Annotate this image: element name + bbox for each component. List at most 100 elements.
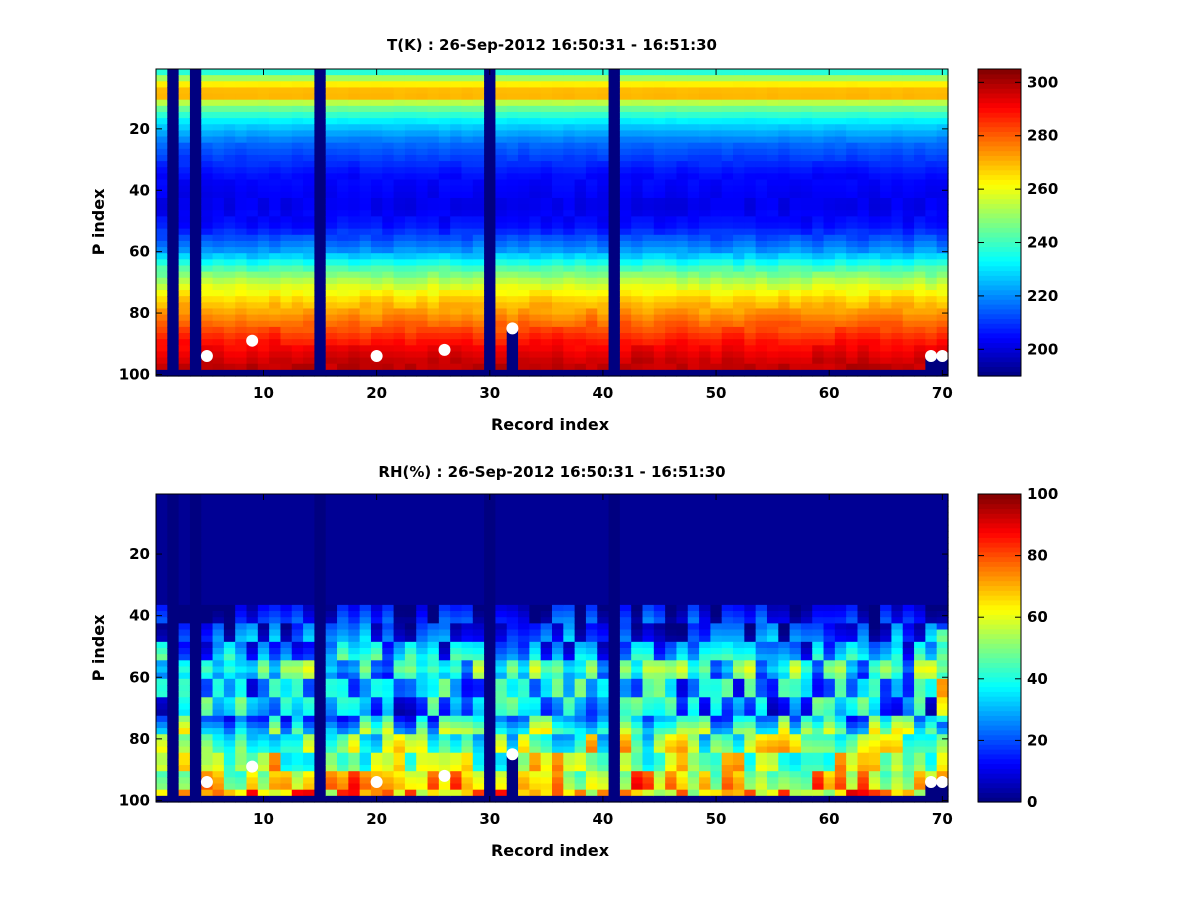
heatmap-cell: [766, 339, 779, 346]
heatmap-cell: [800, 222, 813, 230]
heatmap-cell: [800, 363, 813, 371]
heatmap-cell: [699, 185, 711, 193]
heatmap-cell: [563, 271, 576, 279]
heatmap-cell: [269, 296, 282, 303]
heatmap-cell: [868, 173, 881, 181]
heatmap-cell: [393, 771, 406, 778]
heatmap-cell: [382, 580, 395, 587]
heatmap-cell: [495, 154, 508, 162]
heatmap-cell: [280, 740, 293, 748]
heatmap-cell: [337, 567, 349, 575]
heatmap-cell: [303, 715, 315, 723]
heatmap-cell: [348, 777, 361, 785]
heatmap-cell: [529, 118, 542, 125]
heatmap-cell: [167, 586, 180, 594]
heatmap-cell: [665, 259, 678, 267]
heatmap-cell: [450, 118, 463, 125]
heatmap-cell: [676, 81, 689, 89]
heatmap-cell: [574, 234, 587, 242]
heatmap-cell: [156, 611, 168, 618]
heatmap-cell: [857, 148, 870, 156]
heatmap-cell: [925, 296, 938, 303]
heatmap-cell: [461, 351, 474, 359]
heatmap-cell: [178, 179, 191, 187]
heatmap-cell: [404, 592, 417, 600]
heatmap-cell: [348, 765, 361, 772]
heatmap-cell: [269, 604, 282, 612]
heatmap-cell: [303, 69, 315, 76]
heatmap-cell: [563, 234, 576, 242]
heatmap-cell: [597, 87, 610, 95]
heatmap-cell: [223, 111, 236, 119]
heatmap-cell: [438, 765, 451, 772]
heatmap-cell: [540, 197, 553, 205]
heatmap-cell: [789, 277, 802, 285]
heatmap-cell: [314, 357, 327, 365]
heatmap-cell: [269, 765, 282, 772]
heatmap-cell: [393, 142, 406, 150]
heatmap-cell: [303, 167, 315, 174]
heatmap-cell: [902, 339, 915, 346]
heatmap-cell: [269, 641, 282, 649]
heatmap-cell: [201, 537, 214, 544]
heatmap-cell: [846, 179, 859, 187]
heatmap-cell: [257, 191, 270, 199]
heatmap-cell: [857, 179, 870, 187]
heatmap-cell: [472, 345, 485, 353]
heatmap-cell: [291, 173, 304, 181]
heatmap-cell: [314, 369, 327, 377]
heatmap-cell: [189, 339, 202, 346]
heatmap-cell: [303, 641, 315, 649]
heatmap-cell: [925, 302, 938, 310]
heatmap-cell: [755, 320, 768, 328]
heatmap-cell: [687, 271, 700, 279]
heatmap-cell: [733, 142, 745, 150]
heatmap-cell: [619, 111, 632, 119]
heatmap-cell: [427, 259, 440, 267]
heatmap-cell: [914, 69, 926, 76]
heatmap-cell: [201, 709, 214, 717]
heatmap-cell: [189, 635, 202, 643]
heatmap-cell: [846, 369, 859, 377]
heatmap-cell: [665, 69, 678, 76]
heatmap-cell: [223, 204, 236, 211]
heatmap-cell: [608, 222, 621, 230]
heatmap-cell: [846, 111, 859, 119]
heatmap-cell: [834, 216, 847, 224]
heatmap-cell: [280, 154, 293, 162]
heatmap-cell: [393, 549, 406, 557]
heatmap-cell: [314, 623, 327, 631]
heatmap-cell: [518, 148, 530, 156]
heatmap-cell: [834, 302, 847, 310]
heatmap-cell: [189, 161, 202, 168]
heatmap-cell: [156, 604, 168, 612]
heatmap-cell: [325, 715, 338, 723]
heatmap-cell: [766, 369, 779, 377]
heatmap-cell: [868, 75, 881, 82]
heatmap-cell: [223, 672, 236, 680]
heatmap-cell: [540, 148, 553, 156]
heatmap-cell: [699, 369, 711, 377]
heatmap-cell: [823, 259, 836, 267]
heatmap-cell: [370, 173, 383, 181]
heatmap-cell: [427, 277, 440, 285]
heatmap-cell: [393, 339, 406, 346]
heatmap-cell: [269, 81, 282, 89]
heatmap-cell: [427, 660, 440, 668]
heatmap-cell: [699, 216, 711, 224]
heatmap-cell: [597, 111, 610, 119]
heatmap-cell: [427, 369, 440, 377]
heatmap-cell: [450, 154, 463, 162]
heatmap-cell: [303, 740, 315, 748]
heatmap-cell: [348, 623, 361, 631]
heatmap-cell: [167, 494, 180, 501]
heatmap-cell: [608, 265, 621, 273]
heatmap-cell: [178, 173, 191, 181]
heatmap-cell: [235, 604, 248, 612]
heatmap-cell: [212, 259, 225, 267]
heatmap-cell: [585, 320, 598, 328]
heatmap-cell: [506, 204, 519, 211]
heatmap-cell: [642, 271, 655, 279]
heatmap-cell: [325, 604, 338, 612]
